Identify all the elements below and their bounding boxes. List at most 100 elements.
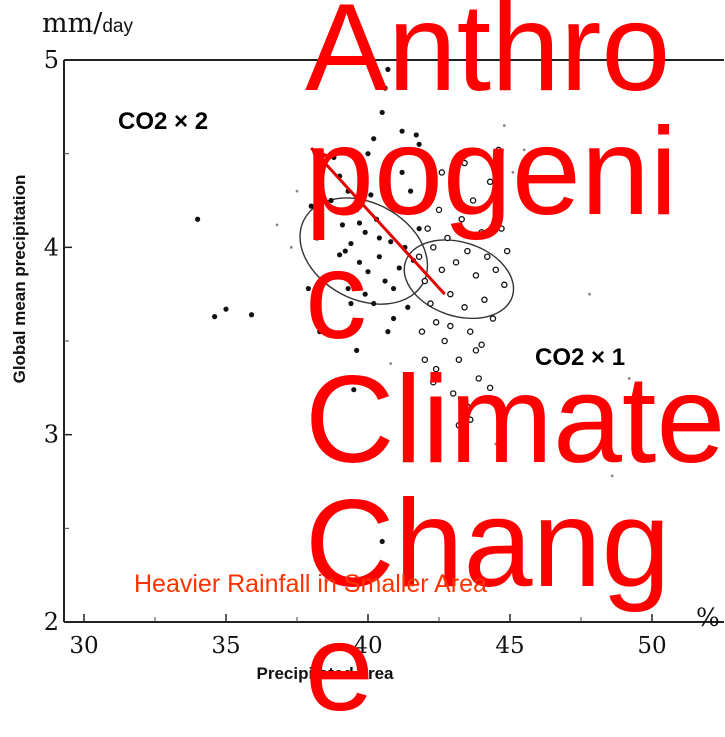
annotation-co2x1: CO2 × 1 xyxy=(535,344,626,371)
y-unit-sub: day xyxy=(102,16,133,37)
point-co2x1 xyxy=(435,206,443,214)
point-co2x2 xyxy=(212,314,218,320)
point-co2x2 xyxy=(348,300,354,307)
point-faint xyxy=(588,292,591,296)
point-co2x2 xyxy=(385,66,391,72)
point-co2x1 xyxy=(430,244,437,251)
point-co2x1 xyxy=(489,315,497,322)
point-co2x2 xyxy=(342,248,348,254)
point-co2x2 xyxy=(399,128,405,134)
point-co2x2 xyxy=(390,315,397,322)
point-co2x1 xyxy=(441,337,448,345)
point-co2x1 xyxy=(461,159,468,167)
point-co2x2 xyxy=(408,188,414,194)
point-co2x2 xyxy=(399,169,405,175)
point-co2x2 xyxy=(331,154,337,161)
point-co2x2 xyxy=(388,239,394,245)
point-co2x1 xyxy=(432,365,440,373)
point-co2x1 xyxy=(478,341,485,348)
point-co2x2 xyxy=(376,254,382,260)
point-co2x1 xyxy=(469,197,477,204)
caption-heavier-rainfall: Heavier Rainfall in Smaller Area xyxy=(134,570,487,598)
point-co2x1 xyxy=(472,347,480,354)
x-tick-label: 35 xyxy=(211,633,240,659)
point-co2x1 xyxy=(424,225,431,232)
point-faint xyxy=(502,124,506,127)
point-co2x2 xyxy=(325,272,331,279)
point-co2x1 xyxy=(415,253,423,260)
y-tick-label: 4 xyxy=(44,233,59,261)
point-co2x2 xyxy=(379,538,385,545)
point-co2x1 xyxy=(458,215,465,223)
point-co2x1 xyxy=(486,384,494,392)
point-co2x1 xyxy=(421,356,429,363)
point-co2x1 xyxy=(430,378,437,386)
point-co2x1 xyxy=(481,296,488,304)
point-co2x1 xyxy=(444,234,451,242)
point-co2x1 xyxy=(455,356,463,363)
point-co2x2 xyxy=(382,278,388,284)
point-co2x2 xyxy=(371,136,377,142)
point-co2x2 xyxy=(348,240,354,247)
point-co2x1 xyxy=(478,229,485,236)
x-tick-label: 30 xyxy=(69,633,98,659)
point-co2x2 xyxy=(373,76,380,82)
y-tick-label: 5 xyxy=(44,46,59,74)
point-co2x2 xyxy=(362,229,368,235)
point-co2x1 xyxy=(503,247,511,255)
point-faint xyxy=(522,148,526,152)
point-co2x2 xyxy=(379,109,385,116)
point-faint xyxy=(511,171,515,174)
point-co2x2 xyxy=(376,235,382,241)
point-co2x2 xyxy=(345,285,351,292)
point-co2x1 xyxy=(449,187,457,195)
data-points xyxy=(195,66,631,545)
point-co2x2 xyxy=(351,319,357,325)
point-co2x2 xyxy=(405,304,411,310)
trend-arrow-head xyxy=(311,148,328,166)
point-co2x2 xyxy=(354,347,360,353)
point-co2x2 xyxy=(351,387,357,393)
trend-arrow-layer xyxy=(310,147,446,296)
point-co2x2 xyxy=(362,291,368,297)
y-axis-title: Global mean precipitation xyxy=(10,174,29,384)
point-faint xyxy=(275,223,279,227)
point-co2x1 xyxy=(449,390,457,397)
point-co2x2 xyxy=(317,329,323,335)
cluster-ellipse xyxy=(403,239,515,320)
point-co2x2 xyxy=(356,220,363,226)
y-tick-label: 2 xyxy=(44,608,59,636)
point-co2x2 xyxy=(393,203,399,209)
point-co2x2 xyxy=(393,151,399,157)
point-co2x1 xyxy=(466,328,474,335)
point-co2x2 xyxy=(390,285,397,292)
point-co2x2 xyxy=(382,85,388,91)
point-co2x1 xyxy=(427,300,434,307)
point-co2x2 xyxy=(223,306,229,312)
point-co2x1 xyxy=(498,225,505,232)
point-co2x2 xyxy=(328,197,334,204)
point-co2x2 xyxy=(365,269,371,275)
chart-title: Anthropogenic Climate Change xyxy=(305,0,725,737)
point-co2x2 xyxy=(359,182,365,189)
point-co2x1 xyxy=(418,328,426,335)
point-co2x2 xyxy=(248,312,255,318)
point-co2x1 xyxy=(447,290,454,298)
point-co2x2 xyxy=(195,216,201,222)
point-co2x2 xyxy=(339,222,346,228)
point-co2x1 xyxy=(438,266,446,274)
point-faint xyxy=(295,189,299,193)
point-co2x2 xyxy=(368,192,374,198)
slide-canvas: 2 3 4 5 30 35 40 45 50 mm/day Global mean precip… xyxy=(10,0,725,730)
x-axis-title: Precipitated area xyxy=(256,664,394,683)
point-co2x1 xyxy=(432,319,440,326)
point-co2x2 xyxy=(416,141,422,147)
point-faint xyxy=(389,362,393,365)
x-tick-label: 45 xyxy=(495,633,524,659)
y-unit-main: mm/ xyxy=(42,8,103,39)
point-faint xyxy=(627,377,631,380)
point-co2x2 xyxy=(354,207,360,213)
point-co2x2 xyxy=(396,265,402,271)
y-tick-label: 3 xyxy=(44,421,59,449)
